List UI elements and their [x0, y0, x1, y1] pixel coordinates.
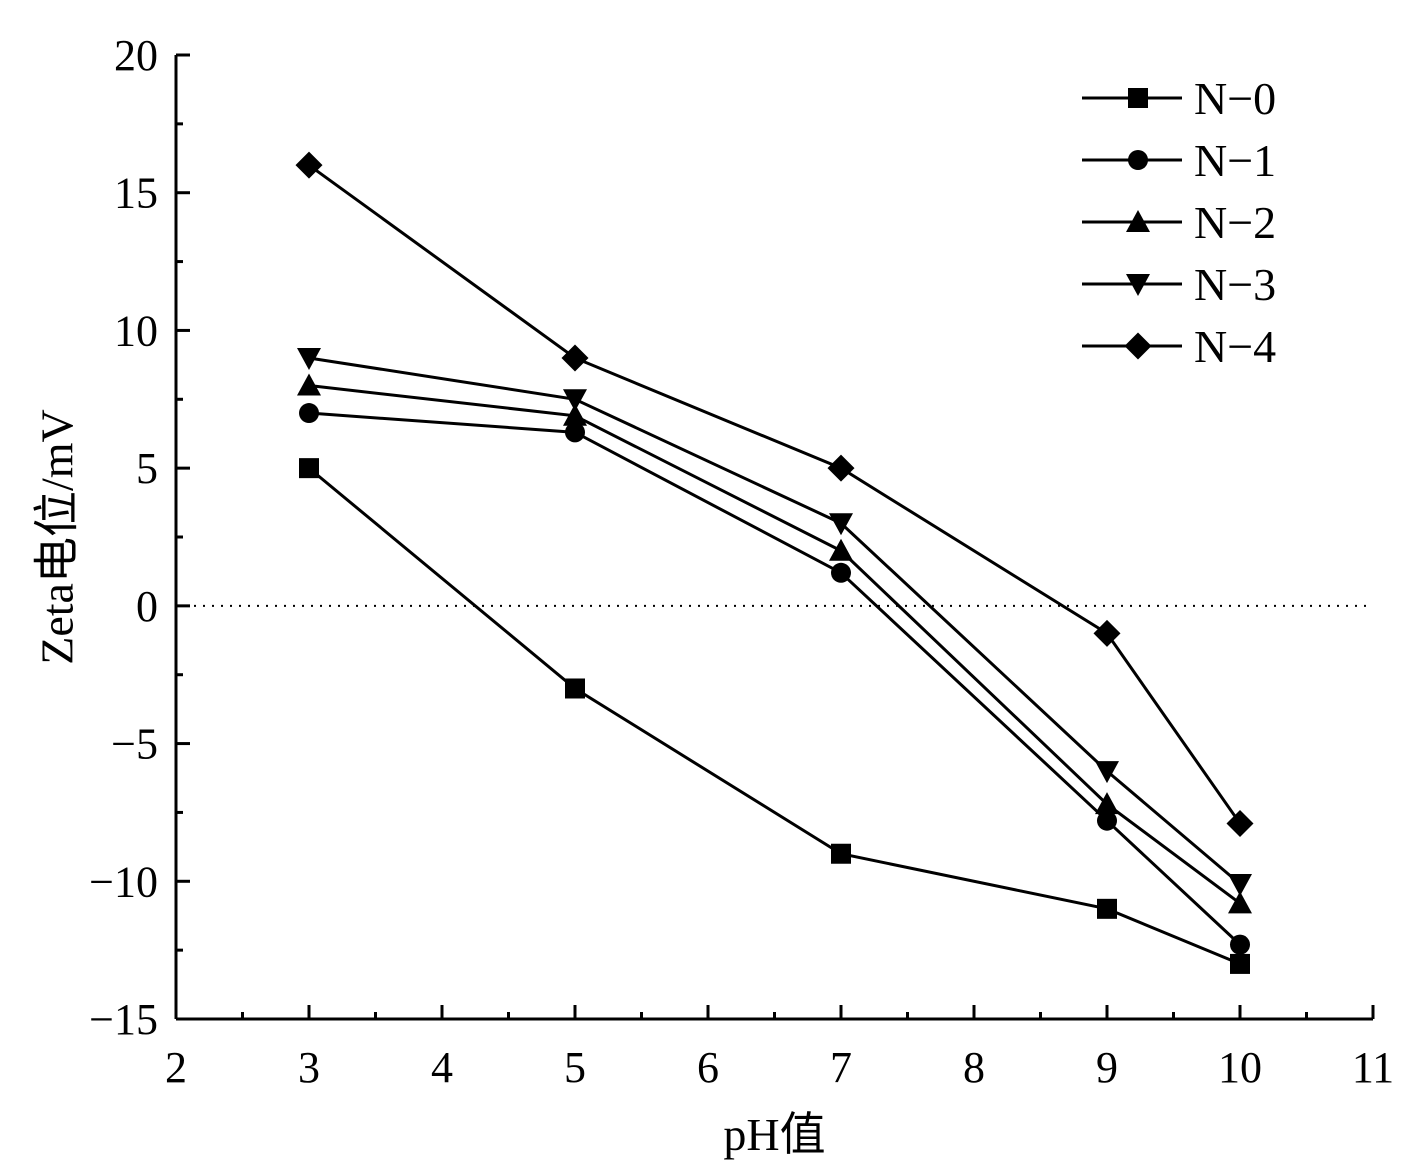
legend-item: N−2: [1082, 197, 1276, 248]
x-tick-label: 9: [1096, 1043, 1118, 1092]
data-point: [831, 843, 851, 864]
series-N−3: [297, 347, 1252, 897]
x-tick-label: 5: [564, 1043, 586, 1092]
y-tick-label: 15: [114, 169, 158, 218]
data-point: [299, 403, 319, 424]
data-point: [829, 538, 853, 561]
y-tick-label: 5: [136, 444, 158, 493]
y-tick-label: 0: [136, 582, 158, 631]
data-point: [565, 678, 585, 699]
y-tick-label: 10: [114, 306, 158, 355]
data-point: [1097, 898, 1117, 919]
x-tick-label: 8: [963, 1043, 985, 1092]
data-point: [831, 562, 851, 583]
data-point: [565, 422, 585, 443]
data-point: [1230, 934, 1250, 955]
series-line: [308, 163, 1242, 825]
data-point: [1228, 874, 1252, 897]
y-tick-label: −15: [89, 995, 158, 1044]
series-N−4: [295, 151, 1254, 837]
series-line: [308, 466, 1241, 966]
legend-label: N−3: [1194, 259, 1276, 310]
x-tick-label: 6: [697, 1043, 719, 1092]
x-tick-label: 2: [165, 1043, 187, 1092]
series-N−1: [299, 403, 1250, 955]
data-point: [1226, 809, 1254, 837]
data-point: [561, 344, 589, 372]
x-tick-label: 3: [298, 1043, 320, 1092]
data-point: [295, 151, 323, 179]
data-point: [1093, 619, 1121, 647]
x-axis-title: pH值: [723, 1109, 825, 1160]
y-tick-label: −5: [111, 720, 158, 769]
legend-marker: [1124, 332, 1152, 360]
data-point: [1228, 891, 1252, 914]
legend-label: N−2: [1194, 197, 1276, 248]
x-tick-label: 10: [1218, 1043, 1262, 1092]
x-tick-label: 7: [830, 1043, 852, 1092]
legend-item: N−3: [1082, 259, 1276, 310]
data-point: [1095, 792, 1119, 815]
x-tick-label: 11: [1352, 1043, 1394, 1092]
series-N−2: [297, 373, 1252, 914]
legend-item: N−0: [1082, 73, 1276, 124]
series-N−0: [299, 458, 1250, 974]
data-point: [1095, 761, 1119, 784]
data-point: [1230, 953, 1250, 974]
series-layer: [295, 151, 1254, 974]
legend-marker: [1128, 88, 1148, 108]
data-point: [563, 389, 587, 412]
data-point: [829, 513, 853, 536]
data-point: [299, 458, 319, 479]
data-point: [563, 403, 587, 426]
y-tick-label: 20: [114, 31, 158, 80]
y-axis-title: Zeta电位/mV: [32, 409, 83, 665]
data-point: [297, 373, 321, 396]
legend-item: N−1: [1082, 135, 1276, 186]
legend-label: N−0: [1194, 73, 1276, 124]
legend-marker: [1126, 274, 1150, 296]
x-tick-label: 4: [431, 1043, 453, 1092]
data-point: [1097, 810, 1117, 831]
legend-marker: [1128, 150, 1148, 170]
y-tick-label: −10: [89, 857, 158, 906]
legend-item: N−4: [1082, 321, 1276, 372]
legend-marker: [1126, 210, 1150, 232]
x-axis-ticks: 2 3 4 5 6 7 8 9 10 11: [165, 1005, 1394, 1092]
legend-label: N−4: [1194, 321, 1276, 372]
legend: N−0 N−1 N−2 N−3 N−4: [1082, 73, 1276, 372]
data-point: [297, 347, 321, 370]
y-axis-ticks: −15 −10 −5 0 5 10 15 20: [89, 31, 190, 1044]
legend-label: N−1: [1194, 135, 1276, 186]
data-point: [827, 454, 855, 482]
